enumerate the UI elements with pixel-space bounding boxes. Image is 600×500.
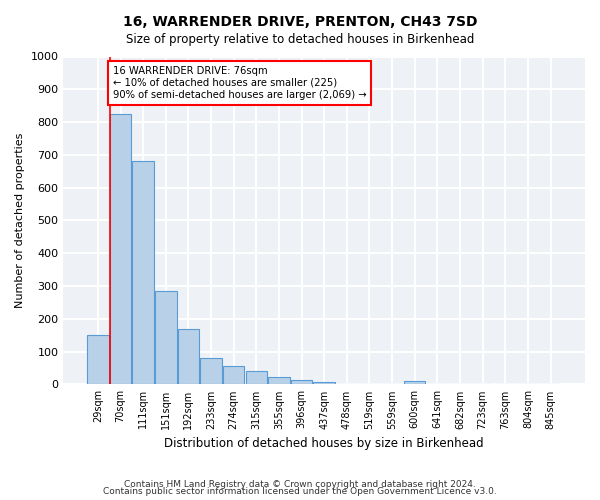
Bar xyxy=(87,335,109,384)
Bar xyxy=(313,382,335,384)
Y-axis label: Number of detached properties: Number of detached properties xyxy=(15,133,25,308)
Text: Size of property relative to detached houses in Birkenhead: Size of property relative to detached ho… xyxy=(126,32,474,46)
Text: 16 WARRENDER DRIVE: 76sqm
← 10% of detached houses are smaller (225)
90% of semi: 16 WARRENDER DRIVE: 76sqm ← 10% of detac… xyxy=(113,66,366,100)
Bar xyxy=(404,381,425,384)
Bar xyxy=(223,366,244,384)
Bar xyxy=(200,358,222,384)
Text: Contains HM Land Registry data © Crown copyright and database right 2024.: Contains HM Land Registry data © Crown c… xyxy=(124,480,476,489)
Bar xyxy=(291,380,313,384)
Bar xyxy=(133,162,154,384)
Text: 16, WARRENDER DRIVE, PRENTON, CH43 7SD: 16, WARRENDER DRIVE, PRENTON, CH43 7SD xyxy=(123,15,477,29)
Bar xyxy=(178,328,199,384)
Text: Contains public sector information licensed under the Open Government Licence v3: Contains public sector information licen… xyxy=(103,487,497,496)
X-axis label: Distribution of detached houses by size in Birkenhead: Distribution of detached houses by size … xyxy=(164,437,484,450)
Bar xyxy=(110,114,131,384)
Bar xyxy=(155,291,176,384)
Bar xyxy=(268,377,290,384)
Bar xyxy=(245,370,267,384)
